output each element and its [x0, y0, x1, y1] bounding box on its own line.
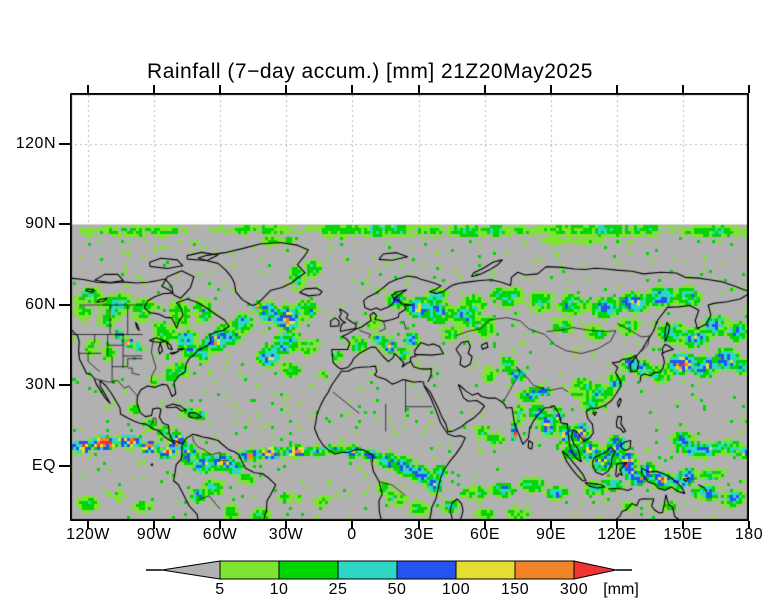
x-tick-label: 120E — [597, 526, 637, 543]
y-tick-mark — [59, 304, 70, 306]
colorbar-level-label: 25 — [328, 581, 348, 598]
x-tick-mark-bottom — [682, 521, 684, 529]
chart-title: Rainfall (7−day accum.) [mm] 21Z20May202… — [147, 60, 593, 83]
x-tick-label: 180 — [734, 526, 764, 543]
x-tick-label: 60E — [470, 526, 500, 543]
x-tick-mark-top — [219, 85, 221, 93]
colorbar-level-label: 150 — [500, 581, 530, 598]
x-tick-mark-top — [682, 85, 684, 93]
colorbar-level-label: 300 — [559, 581, 589, 598]
colorbar-scale — [146, 560, 632, 580]
x-tick-label: 30E — [404, 526, 434, 543]
x-tick-mark-top — [616, 85, 618, 93]
x-tick-label: 30W — [268, 526, 304, 543]
x-tick-mark-bottom — [484, 521, 486, 529]
x-tick-mark-bottom — [285, 521, 287, 529]
x-tick-mark-top — [748, 85, 750, 93]
colorbar-level-label: 100 — [441, 581, 471, 598]
x-tick-mark-bottom — [418, 521, 420, 529]
x-tick-label: 90W — [136, 526, 172, 543]
x-tick-mark-bottom — [219, 521, 221, 529]
world-rainfall-map-canvas — [70, 93, 749, 521]
colorbar-level-label: 50 — [387, 581, 407, 598]
y-tick-label: 120N — [15, 135, 56, 152]
colorbar-segment — [455, 560, 516, 580]
colorbar-below-range-arrow — [161, 560, 221, 580]
x-tick-mark-bottom — [351, 521, 353, 529]
colorbar-unit-label: [mm] — [603, 581, 639, 598]
colorbar-level-label: 10 — [269, 581, 289, 598]
colorbar-above-range-arrow — [573, 560, 617, 580]
x-tick-mark-top — [484, 85, 486, 93]
y-tick-mark — [59, 143, 70, 145]
x-tick-mark-bottom — [153, 521, 155, 529]
x-tick-mark-top — [87, 85, 89, 93]
x-tick-mark-top — [351, 85, 353, 93]
x-tick-label: 90E — [536, 526, 566, 543]
colorbar-segment — [337, 560, 398, 580]
x-tick-label: 60W — [202, 526, 238, 543]
x-tick-mark-top — [285, 85, 287, 93]
y-tick-label: 90N — [25, 215, 56, 232]
y-tick-mark — [59, 384, 70, 386]
x-tick-mark-top — [418, 85, 420, 93]
colorbar-segment — [514, 560, 575, 580]
x-tick-mark-bottom — [550, 521, 552, 529]
x-tick-mark-bottom — [748, 521, 750, 529]
y-tick-label: 30N — [25, 376, 56, 393]
x-tick-mark-bottom — [616, 521, 618, 529]
x-tick-label: 150E — [663, 526, 703, 543]
x-tick-mark-top — [153, 85, 155, 93]
x-tick-mark-top — [550, 85, 552, 93]
x-tick-mark-bottom — [87, 521, 89, 529]
y-tick-label: 60N — [25, 296, 56, 313]
y-tick-mark — [59, 465, 70, 467]
colorbar-segment — [278, 560, 339, 580]
y-tick-mark — [59, 223, 70, 225]
colorbar-level-label: 5 — [215, 581, 225, 598]
x-tick-label: 120W — [66, 526, 110, 543]
y-tick-label: EQ — [31, 457, 56, 474]
colorbar-segment — [396, 560, 457, 580]
colorbar-segment — [219, 560, 280, 580]
x-tick-label: 0 — [347, 526, 357, 543]
